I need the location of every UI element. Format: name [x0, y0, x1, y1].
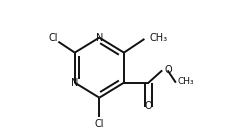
- Text: CH₃: CH₃: [149, 33, 167, 43]
- Text: N: N: [71, 78, 78, 88]
- Text: N: N: [95, 33, 103, 43]
- Text: Cl: Cl: [94, 119, 104, 129]
- Text: Cl: Cl: [48, 33, 57, 43]
- Text: O: O: [144, 101, 152, 111]
- Text: O: O: [164, 65, 172, 75]
- Text: CH₃: CH₃: [176, 77, 193, 86]
